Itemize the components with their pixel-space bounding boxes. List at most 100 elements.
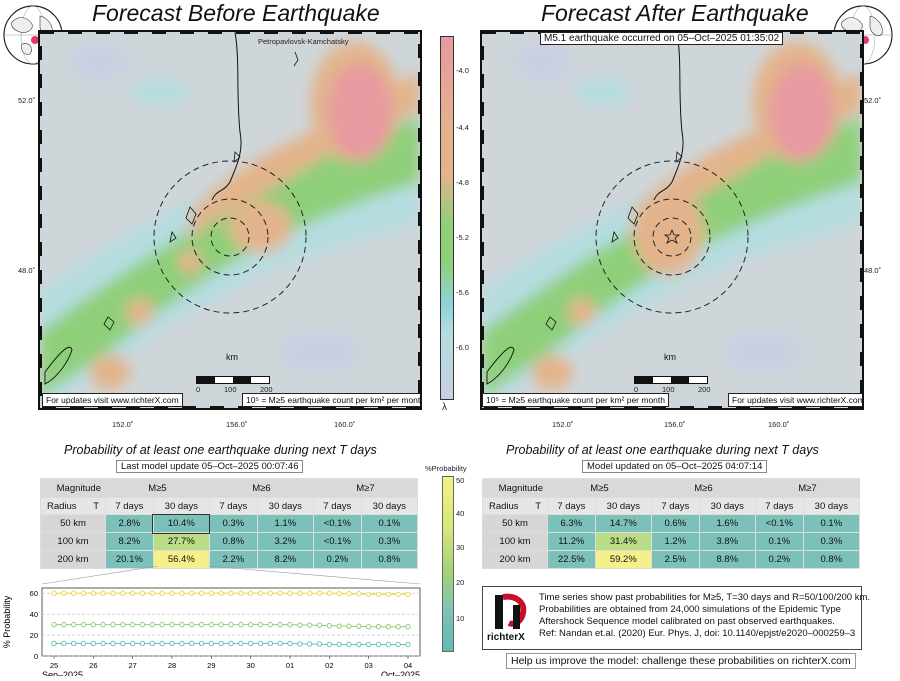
right-map-title: Forecast After Earthquake [541,0,809,26]
series-point [257,590,264,596]
prob-cell: 1.6% [698,514,756,533]
series-point [188,640,195,647]
header-period: 7 days [105,497,154,515]
series-point [238,590,244,596]
series-point [277,640,283,647]
series-point [169,590,175,596]
richterx-logo: richterX [487,589,531,645]
series-point [306,641,313,647]
scalebar-unit: km [664,352,676,362]
series-point [395,624,401,630]
zoom-line [41,565,159,585]
right-probability-table: Magnitude M≥5 M≥6 M≥7 Radius T 7 days 30… [482,478,861,569]
series-point [277,621,283,628]
prob-cell: 56.4% [152,550,210,569]
series-point [80,590,87,596]
series-point [100,590,106,596]
series-point [277,590,283,596]
x-tick-label: 02 [325,661,333,670]
left-map-title: Forecast Before Earthquake [92,0,380,26]
series-point [385,591,392,597]
header-period: 30 days [594,497,652,515]
legend-line: Aftershock Sequence model calibrated on … [539,616,835,627]
series-point [129,621,136,628]
header-radius-label: Radius [488,500,519,512]
series-point [365,591,372,597]
series-point [375,591,382,597]
prob-cell: 0.3% [208,514,258,533]
prob-cell: 1.1% [256,514,314,533]
epicenter-star-icon [663,228,681,244]
header-magnitude: Magnitude [482,478,548,498]
row-radius: 200 km [40,550,106,569]
units-note: 10⁵ = M≥5 earthquake count per km² per m… [242,393,420,407]
event-label: M5.1 earthquake occurred on 05–Oct–2025 … [540,32,784,45]
header-t-label: T [535,500,542,512]
series-point [326,641,333,648]
header-radius: Radius T [40,497,106,515]
series-point [365,624,372,630]
series-point [110,621,116,628]
series-point [385,641,392,648]
series-point [297,622,303,628]
right-forecast-map[interactable]: M5.1 earthquake occurred on 05–Oct–2025 … [480,30,864,410]
prob-cell: 27.7% [152,532,210,551]
header-mag: M≥5 [547,478,652,498]
header-period: 30 days [802,497,861,515]
prob-colorbar-tick: 30 [456,543,465,552]
series-point [120,590,126,596]
header-radius: Radius T [482,497,548,515]
y-axis-label: % Probability [2,595,12,648]
help-improve-link[interactable]: Help us improve the model: challenge the… [506,653,856,669]
header-magnitude: Magnitude [40,478,106,498]
units-note: 10⁵ = M≥5 earthquake count per km² per m… [482,393,669,407]
left-probability-table: Magnitude M≥5 M≥6 M≥7 Radius T 7 days 30… [40,478,419,569]
series-point [297,590,303,596]
left-prob-title: Probability of at least one earthquake d… [64,443,377,457]
series-point [159,621,165,628]
legend-line: Ref: Nandan et.al. (2020) Eur. Phys. J, … [539,628,856,639]
series-point [129,640,136,647]
prob-cell: 0.8% [360,550,419,569]
lon-tick: 160.0˚ [334,420,356,429]
series-point [159,590,165,596]
scalebar [196,376,270,384]
left-forecast-map[interactable]: Petropavlovsk-Kamchatsky km 0 100 200 Fo… [38,30,422,410]
series-point [287,640,293,647]
y-tick-label: 60 [30,589,38,598]
prob-colorbar [442,476,454,652]
series-point [346,591,352,597]
series-point [120,640,126,647]
series-point [198,640,205,647]
right-prob-title: Probability of at least one earthquake d… [506,443,819,457]
lambda-colorbar [440,36,454,400]
series-point [149,590,156,596]
updates-note[interactable]: For updates visit www.richterX.com [42,393,183,407]
series-point [80,621,87,628]
series-point [346,641,352,648]
lat-tick: 52.0˚ [18,96,36,105]
series-point [247,640,254,647]
colorbar-symbol: λ [442,402,447,413]
series-point [405,624,411,630]
series-point [208,621,215,628]
series-point [257,640,264,647]
series-point [316,641,323,647]
series-point [395,591,401,597]
series-point [287,621,293,628]
prob-cell: 0.1% [802,514,861,533]
series-point [100,621,106,628]
series-point [395,641,401,648]
prob-colorbar-tick: 10 [456,614,465,623]
series-point [110,590,116,596]
prob-cell: 0.3% [802,532,861,551]
updates-note[interactable]: For updates visit www.richterX.com [728,393,862,407]
series-point [61,590,67,596]
time-series-chart: 60 40 20 0 % Probability 25 26 27 28 29 30 01 02 03 04… [0,565,430,680]
prob-colorbar-tick: 40 [456,509,465,518]
x-tick-label: 26 [89,661,97,670]
prob-cell: 59.2% [594,550,652,569]
header-t-label: T [93,500,100,512]
header-mag: M≥6 [208,478,314,498]
prob-cell: 3.2% [256,532,314,551]
